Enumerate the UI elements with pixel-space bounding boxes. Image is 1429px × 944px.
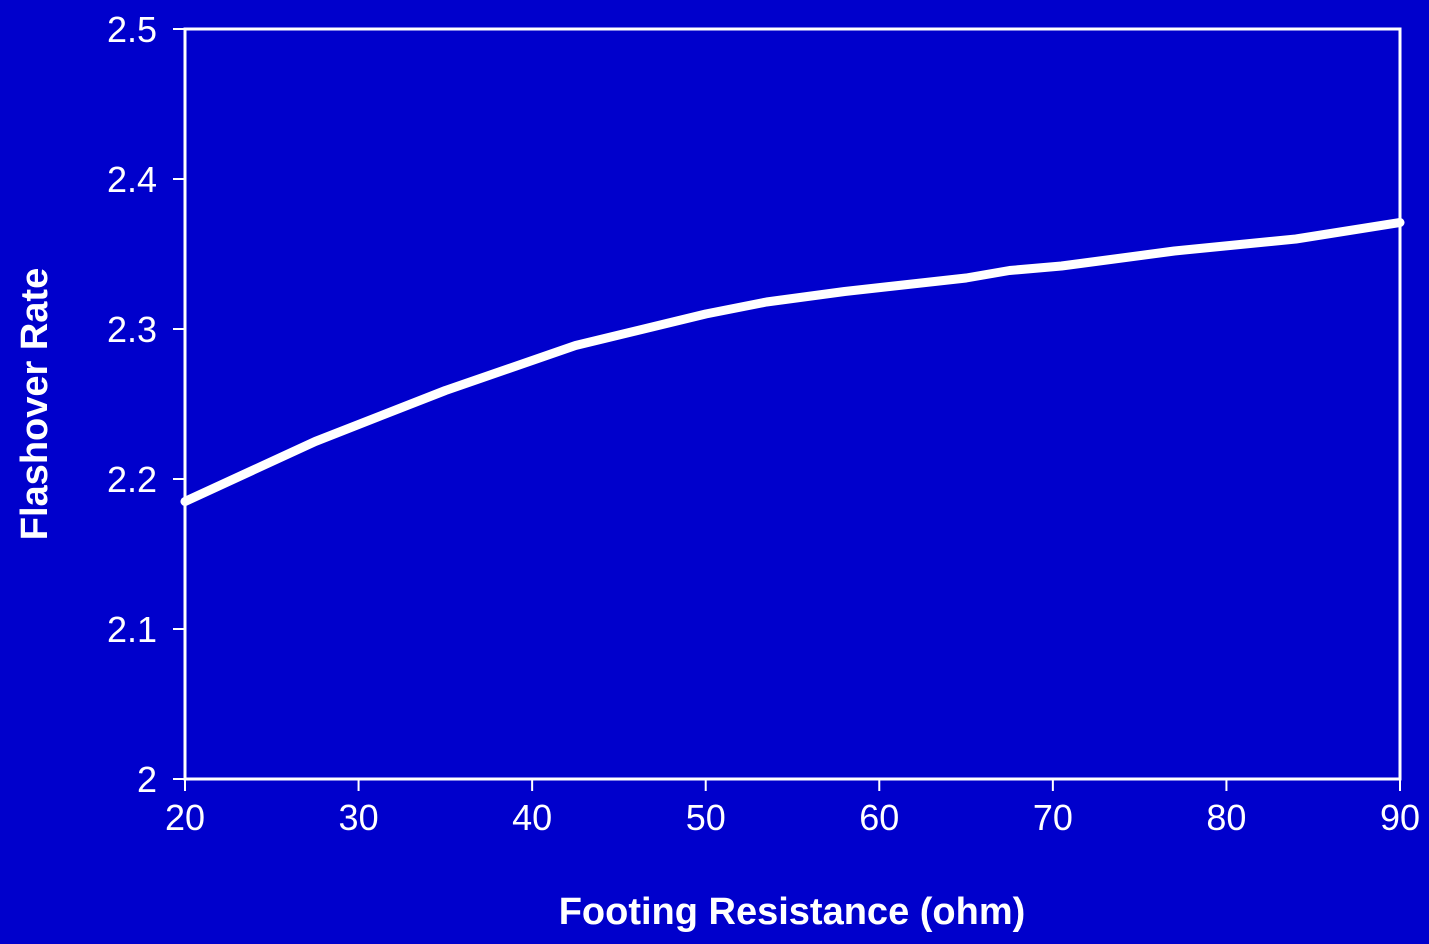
x-tick-label: 60 (859, 797, 899, 838)
y-tick-label: 2.3 (107, 309, 157, 350)
x-tick-label: 70 (1033, 797, 1073, 838)
x-axis-ticks: 20 30 40 50 60 70 80 90 (165, 779, 1420, 838)
y-tick-label: 2 (137, 759, 157, 800)
plot-area (183, 27, 1402, 781)
series-layer (180, 218, 1405, 506)
x-tick-label: 80 (1206, 797, 1246, 838)
x-tick-label: 30 (339, 797, 379, 838)
y-axis-ticks: 2 2.1 2.2 2.3 2.4 2.5 (107, 9, 185, 800)
y-tick-label: 2.5 (107, 9, 157, 50)
x-tick-label: 40 (512, 797, 552, 838)
y-tick-label: 2.2 (107, 459, 157, 500)
y-tick-label: 2.4 (107, 159, 157, 200)
x-tick-label: 20 (165, 797, 205, 838)
y-axis-title: Flashover Rate (14, 268, 56, 540)
series-line (180, 218, 1405, 506)
x-tick-label: 50 (686, 797, 726, 838)
x-tick-label: 90 (1380, 797, 1420, 838)
y-tick-label: 2.1 (107, 609, 157, 650)
x-axis-title: Footing Resistance (ohm) (559, 891, 1026, 933)
